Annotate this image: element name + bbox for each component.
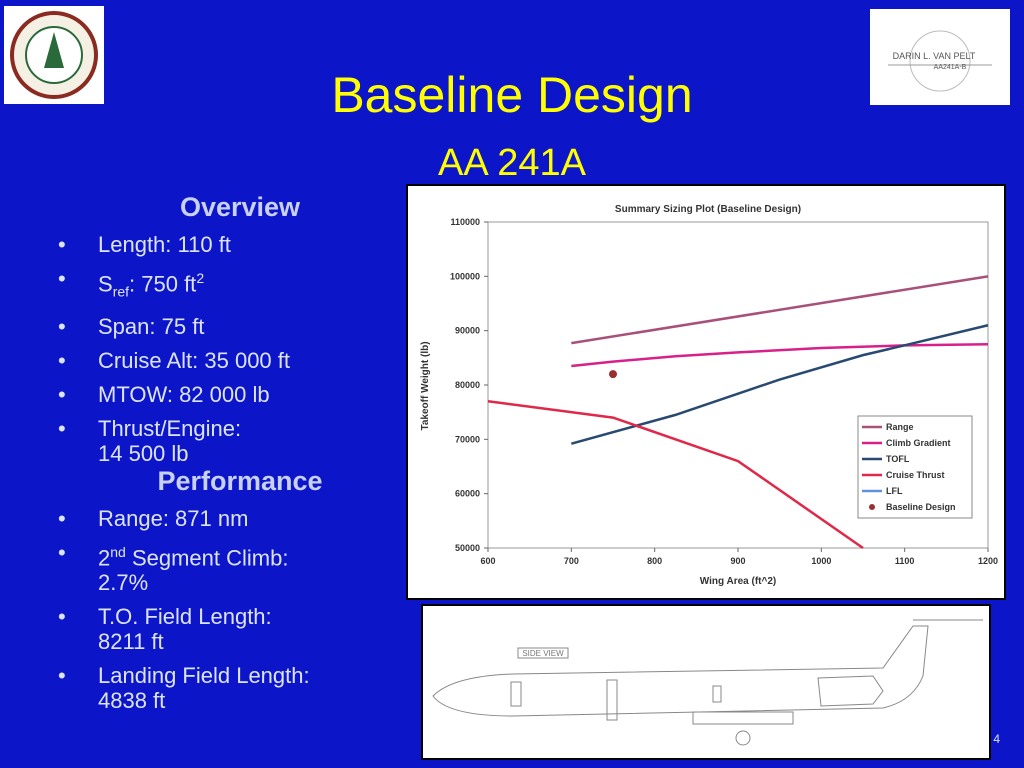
overview-heading: Overview — [179, 192, 301, 222]
legend-label: Cruise Thrust — [886, 470, 945, 480]
subscript: ref — [112, 283, 130, 300]
bullet: Span: 75 ft — [58, 314, 398, 339]
point — [609, 370, 617, 379]
x-tick-label: 600 — [480, 556, 495, 566]
bullet: Landing Field Length:4838 ft — [58, 663, 398, 713]
text: Landing Field Length: — [98, 663, 310, 689]
y-axis-label: Takeoff Weight (lb) — [420, 341, 431, 430]
title: Baseline Design — [331, 67, 693, 123]
legend-label: TOFL — [886, 454, 910, 464]
overview-list: Length: 110 ft Sref: 750 ft2 Span: 75 ft… — [58, 232, 398, 475]
text: S — [98, 271, 113, 297]
y-tick-label: 50000 — [455, 543, 480, 553]
performance-list: Range: 871 nm 2nd Segment Climb:2.7% T.O… — [58, 506, 398, 722]
right-logo: DARIN L. VAN PELT AA241A-B — [870, 9, 1010, 105]
text: MTOW: 82 000 lb — [98, 381, 270, 407]
superscript: nd — [110, 544, 126, 560]
x-tick-label: 1100 — [895, 556, 915, 566]
legend-label: LFL — [886, 486, 903, 496]
text: Range: 871 nm — [98, 506, 249, 531]
y-tick-label: 90000 — [455, 326, 480, 336]
legend-label: Climb Gradient — [886, 438, 951, 448]
x-tick-label: 1000 — [811, 556, 831, 566]
text: Length: 110 ft — [98, 232, 231, 257]
chart-frame: Summary Sizing Plot (Baseline Design) Wi… — [406, 184, 1006, 600]
superscript: 2 — [196, 270, 205, 286]
chart: Summary Sizing Plot (Baseline Design) Wi… — [420, 204, 998, 587]
bullet: Cruise Alt: 35 000 ft — [58, 348, 398, 373]
chart-title: Summary Sizing Plot (Baseline Design) — [615, 204, 801, 215]
legend-label: Range — [886, 422, 914, 432]
side-view-frame: SIDE VIEW — [421, 604, 991, 760]
drawing-label: SIDE VIEW — [522, 649, 564, 658]
x-tick-label: 800 — [647, 556, 662, 566]
legend-box — [857, 415, 973, 519]
x-tick-label: 1200 — [978, 556, 998, 566]
y-tick-label: 60000 — [455, 489, 480, 499]
text: Cruise Alt: 35 000 ft — [98, 347, 290, 373]
text: T.O. Field Length: — [98, 604, 272, 630]
bullet: MTOW: 82 000 lb — [58, 382, 398, 407]
subtitle: AA 241A — [438, 142, 586, 184]
left-logo — [4, 6, 104, 104]
y-tick-label: 80000 — [455, 380, 480, 390]
text: 8211 ft — [98, 629, 164, 655]
text: 2 — [98, 545, 111, 571]
text: Thrust/Engine: — [98, 415, 242, 441]
x-tick-label: 700 — [564, 556, 579, 566]
x-tick-label: 900 — [730, 556, 745, 566]
text: 2.7% — [98, 570, 149, 596]
signature-image: DARIN L. VAN PELT AA241A-B — [888, 30, 992, 92]
performance-heading: Performance — [157, 466, 323, 496]
bullet: T.O. Field Length:8211 ft — [58, 604, 398, 654]
bullet: Sref: 750 ft2 — [58, 266, 398, 305]
side-view-drawing: SIDE VIEW — [432, 619, 983, 746]
bullet: Length: 110 ft — [58, 232, 398, 257]
bullet: 2nd Segment Climb:2.7% — [58, 540, 398, 595]
x-axis-label: Wing Area (ft^2) — [700, 576, 777, 587]
text: 14 500 lb — [98, 440, 189, 466]
bullet: Thrust/Engine:14 500 lb — [58, 416, 398, 466]
y-tick-label: 100000 — [450, 271, 480, 281]
text: 4838 ft — [98, 688, 166, 714]
series-line — [571, 275, 989, 345]
signature-name: DARIN L. VAN PELT — [893, 51, 976, 61]
legend-label: Baseline Design — [886, 502, 956, 512]
bullet: Range: 871 nm — [58, 506, 398, 531]
series-line — [571, 324, 989, 445]
signature-code: AA241A-B — [934, 64, 967, 71]
seal — [10, 11, 98, 99]
page-number: 4 — [993, 732, 1000, 746]
text: Span: 75 ft — [98, 313, 205, 339]
legend-marker — [869, 504, 875, 510]
text: Segment Climb: — [125, 545, 289, 571]
y-tick-label: 110000 — [450, 217, 480, 227]
y-tick-label: 70000 — [455, 434, 480, 444]
series-line — [487, 400, 864, 550]
text: : 750 ft — [129, 271, 197, 297]
